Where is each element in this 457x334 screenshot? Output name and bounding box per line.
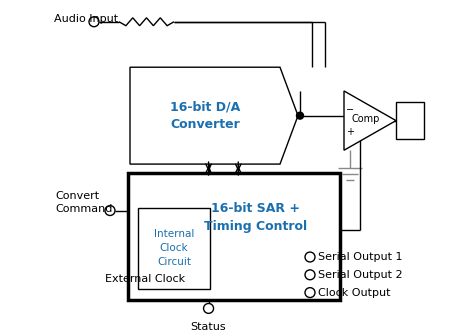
Text: +: + xyxy=(346,128,354,138)
Text: Serial Output 2: Serial Output 2 xyxy=(318,270,403,280)
Bar xyxy=(128,173,340,300)
Text: Clock Output: Clock Output xyxy=(318,288,390,298)
Circle shape xyxy=(297,112,303,119)
Polygon shape xyxy=(344,91,396,150)
Text: Status: Status xyxy=(191,322,226,332)
Bar xyxy=(396,102,424,139)
Text: Audio Input: Audio Input xyxy=(54,14,118,24)
Text: Serial Output 1: Serial Output 1 xyxy=(318,252,403,262)
Text: 16-bit D/A
Converter: 16-bit D/A Converter xyxy=(170,100,240,131)
Text: External Clock: External Clock xyxy=(105,274,185,284)
Bar xyxy=(138,208,210,289)
Text: Comp: Comp xyxy=(352,114,380,124)
Text: 16-bit SAR +
Timing Control: 16-bit SAR + Timing Control xyxy=(204,202,307,233)
Text: Internal
Clock
Circuit: Internal Clock Circuit xyxy=(154,229,194,267)
Text: Convert
Command: Convert Command xyxy=(55,191,112,214)
Text: −: − xyxy=(346,105,354,115)
Polygon shape xyxy=(130,67,298,164)
